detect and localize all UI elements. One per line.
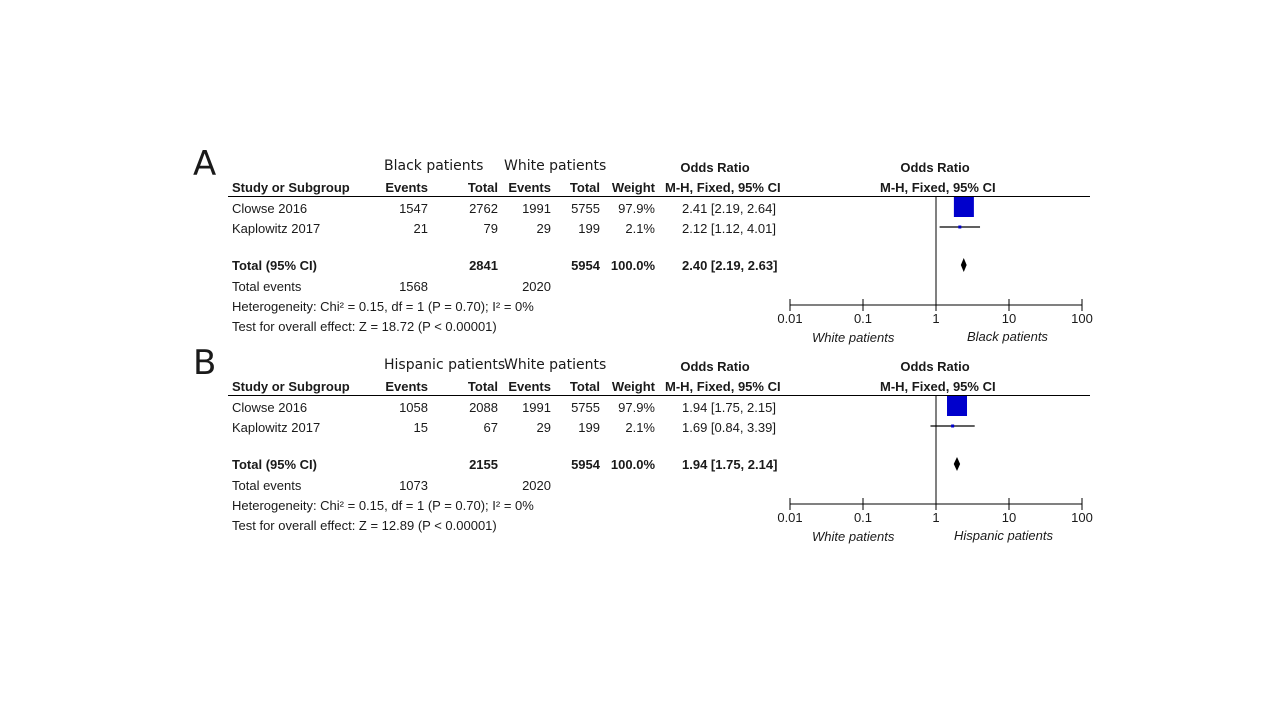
header-events-group1: Events <box>385 180 428 195</box>
x-tick-label: 10 <box>1002 311 1016 326</box>
header-or-method: M-H, Fixed, 95% CI <box>665 379 781 394</box>
study-total-group1: 2762 <box>469 201 498 216</box>
panel-letter: A <box>193 144 217 184</box>
x-tick-label: 100 <box>1071 510 1093 525</box>
study-events-group2: 29 <box>536 420 551 435</box>
study-events-group2: 1991 <box>522 201 551 216</box>
study-weight-marker <box>958 225 962 229</box>
plot-column-title: Odds Ratio <box>900 359 970 374</box>
x-tick-label: 10 <box>1002 510 1016 525</box>
plot-column-title: Odds Ratio <box>900 160 970 175</box>
x-tick-label: 100 <box>1071 311 1093 326</box>
study-events-group2: 29 <box>536 221 551 236</box>
total-n-group1: 2841 <box>469 258 498 273</box>
favours-left-label: White patients <box>812 529 895 544</box>
study-total-group1: 67 <box>483 420 498 435</box>
header-study: Study or Subgroup <box>232 379 350 394</box>
total-label: Total (95% CI) <box>232 457 317 472</box>
group2-label: White patients <box>504 158 607 174</box>
x-tick-label: 0.1 <box>854 311 872 326</box>
forest-plot-area: 0.01 0.1 1 10 100 <box>777 395 1093 525</box>
header-weight: Weight <box>611 180 655 195</box>
x-tick-label: 1 <box>932 311 939 326</box>
header-total-group1: Total <box>467 379 498 394</box>
total-events-label: Total events <box>232 478 302 493</box>
total-n-group1: 2155 <box>469 457 498 472</box>
study-weight: 2.1% <box>625 221 655 236</box>
panel-letter: B <box>193 343 217 383</box>
group2-label: White patients <box>504 357 607 373</box>
study-name: Kaplowitz 2017 <box>232 420 321 435</box>
heterogeneity-text: Heterogeneity: Chi² = 0.15, df = 1 (P = … <box>232 498 534 513</box>
favours-right-label: Black patients <box>967 329 1048 344</box>
or-column-title: Odds Ratio <box>680 160 750 175</box>
total-n-group2: 5954 <box>571 457 600 472</box>
header-total-group2: Total <box>569 379 600 394</box>
study-events-group1: 21 <box>413 221 428 236</box>
study-events-group2: 1991 <box>522 400 551 415</box>
study-total-group2: 5755 <box>571 400 600 415</box>
study-events-group1: 1547 <box>399 201 428 216</box>
header-divider <box>228 196 1090 197</box>
study-events-group1: 15 <box>413 420 428 435</box>
study-weight: 2.1% <box>625 420 655 435</box>
study-total-group2: 5755 <box>571 201 600 216</box>
header-plot-method: M-H, Fixed, 95% CI <box>880 180 996 195</box>
overall-effect-text: Test for overall effect: Z = 18.72 (P < … <box>232 319 497 334</box>
group1-label: Hispanic patients <box>384 357 506 373</box>
study-or-ci: 1.94 [1.75, 2.15] <box>682 400 776 415</box>
total-events-group2: 2020 <box>522 478 551 493</box>
header-events-group1: Events <box>385 379 428 394</box>
header-events-group2: Events <box>508 180 551 195</box>
study-total-group1: 79 <box>483 221 498 236</box>
favours-right-label: Hispanic patients <box>954 528 1053 543</box>
total-or-ci: 2.40 [2.19, 2.63] <box>682 258 778 273</box>
group1-label: Black patients <box>384 158 484 174</box>
study-or-ci: 1.69 [0.84, 3.39] <box>682 420 776 435</box>
study-total-group2: 199 <box>578 221 600 236</box>
study-name: Clowse 2016 <box>232 400 308 415</box>
pooled-estimate-diamond <box>953 457 961 471</box>
study-weight-marker <box>953 197 974 217</box>
study-name: Kaplowitz 2017 <box>232 221 321 236</box>
study-weight: 97.9% <box>618 201 655 216</box>
total-events-label: Total events <box>232 279 302 294</box>
study-total-group2: 199 <box>578 420 600 435</box>
study-weight-marker <box>951 424 955 428</box>
total-weight: 100.0% <box>610 258 655 273</box>
x-tick-label: 1 <box>932 510 939 525</box>
header-weight: Weight <box>611 379 655 394</box>
study-or-ci: 2.12 [1.12, 4.01] <box>682 221 776 236</box>
x-tick-label: 0.1 <box>854 510 872 525</box>
study-name: Clowse 2016 <box>232 201 308 216</box>
total-events-group1: 1073 <box>399 478 428 493</box>
favours-left-label: White patients <box>812 330 895 345</box>
total-or-ci: 1.94 [1.75, 2.14] <box>682 457 778 472</box>
header-study: Study or Subgroup <box>232 180 350 195</box>
overall-effect-text: Test for overall effect: Z = 12.89 (P < … <box>232 518 497 533</box>
header-divider <box>228 395 1090 396</box>
total-events-group2: 2020 <box>522 279 551 294</box>
total-n-group2: 5954 <box>571 258 600 273</box>
study-or-ci: 2.41 [2.19, 2.64] <box>682 201 776 216</box>
study-total-group1: 2088 <box>469 400 498 415</box>
or-column-title: Odds Ratio <box>680 359 750 374</box>
x-tick-label: 0.01 <box>777 311 802 326</box>
forest-plot-area: 0.01 0.1 1 10 100 <box>777 196 1093 326</box>
x-tick-label: 0.01 <box>777 510 802 525</box>
study-weight: 97.9% <box>618 400 655 415</box>
header-events-group2: Events <box>508 379 551 394</box>
total-events-group1: 1568 <box>399 279 428 294</box>
pooled-estimate-diamond <box>960 258 967 272</box>
header-or-method: M-H, Fixed, 95% CI <box>665 180 781 195</box>
study-events-group1: 1058 <box>399 400 428 415</box>
total-weight: 100.0% <box>610 457 655 472</box>
total-label: Total (95% CI) <box>232 258 317 273</box>
header-plot-method: M-H, Fixed, 95% CI <box>880 379 996 394</box>
header-total-group2: Total <box>569 180 600 195</box>
study-weight-marker <box>947 396 968 416</box>
heterogeneity-text: Heterogeneity: Chi² = 0.15, df = 1 (P = … <box>232 299 534 314</box>
header-total-group1: Total <box>467 180 498 195</box>
